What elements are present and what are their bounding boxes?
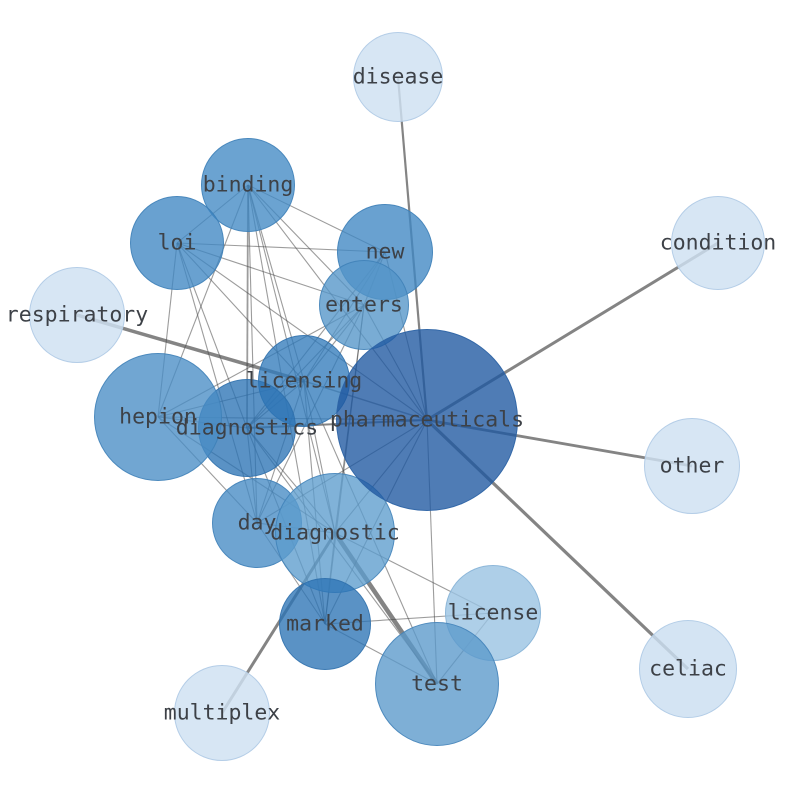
node-condition — [671, 196, 765, 290]
node-label-disease: disease — [352, 64, 444, 90]
node-disease — [353, 32, 443, 122]
node-marked — [279, 578, 371, 670]
node-test — [375, 622, 499, 746]
node-label-hepion: hepion — [119, 404, 197, 430]
node-label-respiratory: respiratory — [5, 302, 149, 328]
node-label-diagnostic: diagnostic — [270, 520, 400, 546]
node-other — [644, 418, 740, 514]
node-label-diagnostics: diagnostics — [175, 415, 319, 441]
node-hepion — [94, 353, 222, 481]
node-respiratory — [29, 267, 125, 363]
node-multiplex — [174, 665, 270, 761]
node-label-loi: loi — [157, 230, 197, 256]
node-pharmaceuticals — [336, 329, 518, 511]
node-label-pharmaceuticals: pharmaceuticals — [329, 407, 525, 433]
node-label-licensing: licensing — [245, 368, 363, 394]
node-label-other: other — [659, 453, 725, 479]
node-label-celiac: celiac — [649, 656, 727, 682]
node-label-license: license — [447, 600, 539, 626]
node-label-day: day — [237, 510, 277, 536]
node-loi — [130, 196, 224, 290]
node-label-binding: binding — [202, 172, 294, 198]
node-label-new: new — [365, 239, 405, 265]
node-label-condition: condition — [659, 230, 777, 256]
node-binding — [201, 138, 295, 232]
node-label-test: test — [411, 671, 463, 697]
node-label-multiplex: multiplex — [163, 700, 281, 726]
node-label-enters: enters — [325, 292, 403, 318]
node-label-marked: marked — [286, 611, 364, 637]
node-celiac — [639, 620, 737, 718]
